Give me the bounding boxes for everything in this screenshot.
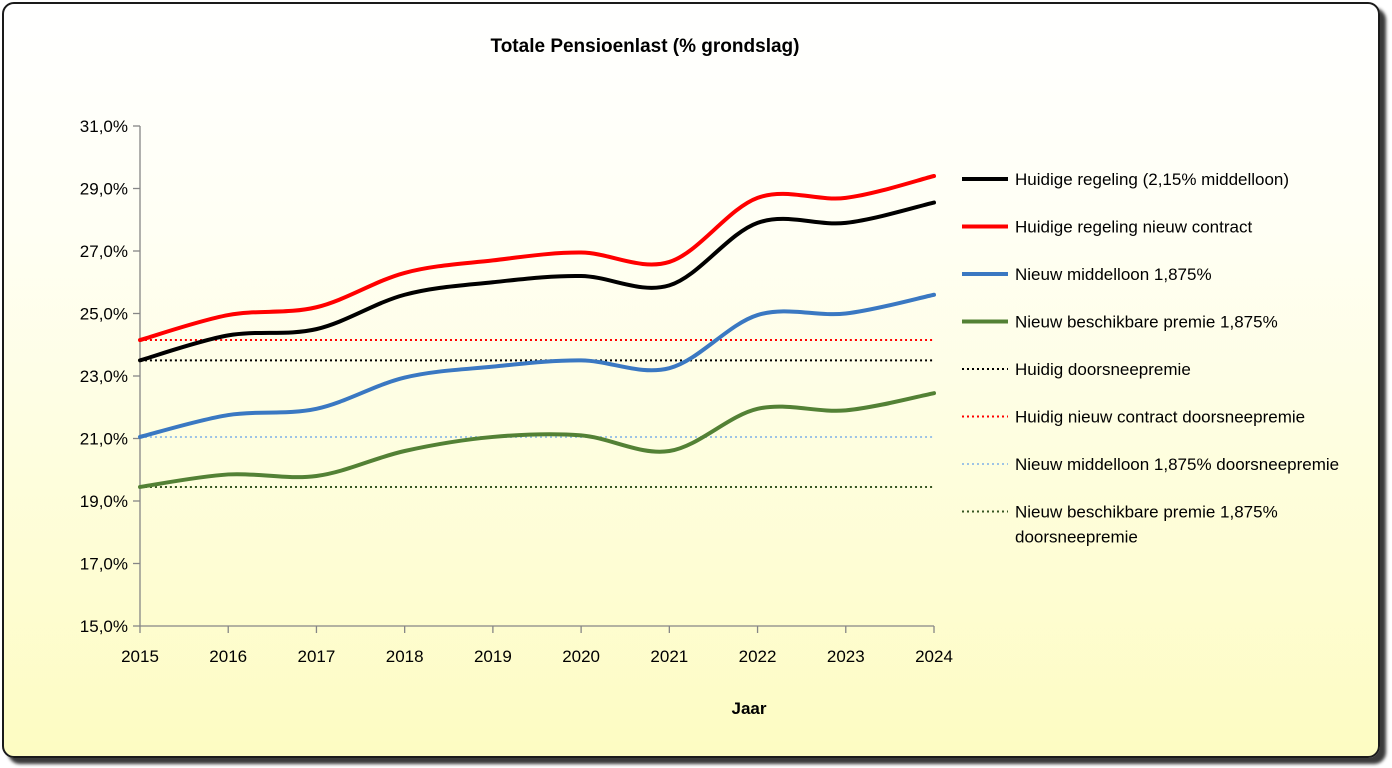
legend: Huidige regeling (2,15% middelloon) Huidi… — [962, 170, 1339, 547]
y-tick-label: 25,0% — [80, 305, 128, 324]
series-line-3 — [138, 292, 936, 439]
legend-label: Nieuw beschikbare premie 1,875% — [1015, 503, 1278, 522]
x-tick-label: 2022 — [739, 647, 777, 666]
legend-label: Nieuw middelloon 1,875% — [1015, 265, 1212, 284]
series-line-1 — [138, 200, 936, 363]
x-tick-label: 2017 — [298, 647, 336, 666]
legend-label: Huidige regeling nieuw contract — [1015, 218, 1252, 237]
x-tick-label: 2020 — [562, 647, 600, 666]
y-tick-label: 29,0% — [80, 180, 128, 199]
series-lines — [138, 174, 936, 489]
legend-label: Huidig nieuw contract doorsneepremie — [1015, 408, 1305, 427]
y-tick-label: 23,0% — [80, 367, 128, 386]
chart-title: Totale Pensioenlast (% grondslag) — [491, 36, 800, 57]
legend-label: Nieuw middelloon 1,875% doorsneepremie — [1015, 455, 1339, 474]
legend-label: Huidig doorsneepremie — [1015, 360, 1191, 379]
series-line-2 — [138, 174, 936, 343]
legend-label: doorsneepremie — [1015, 528, 1138, 547]
x-tick-label: 2018 — [386, 647, 424, 666]
y-tick-label: 19,0% — [80, 492, 128, 511]
y-tick-label: 27,0% — [80, 242, 128, 261]
x-axis-label: Jaar — [732, 699, 767, 718]
y-tick-label: 21,0% — [80, 430, 128, 449]
x-tick-label: 2016 — [209, 647, 247, 666]
y-tick-label: 31,0% — [80, 117, 128, 136]
x-tick-label: 2015 — [121, 647, 159, 666]
legend-label: Huidige regeling (2,15% middelloon) — [1015, 170, 1289, 189]
series-line-4 — [138, 391, 936, 489]
axes: 15,0% 17,0% 19,0% 21,0% 23,0% 25,0% 27,0% 29,0%… — [80, 117, 953, 666]
y-tick-label: 15,0% — [80, 617, 128, 636]
chart-frame — [2, 2, 1380, 758]
legend-label: Nieuw beschikbare premie 1,875% — [1015, 313, 1278, 332]
x-tick-label: 2024 — [915, 647, 953, 666]
x-tick-label: 2023 — [827, 647, 865, 666]
y-tick-label: 17,0% — [80, 555, 128, 574]
x-tick-label: 2019 — [474, 647, 512, 666]
x-tick-label: 2021 — [650, 647, 688, 666]
